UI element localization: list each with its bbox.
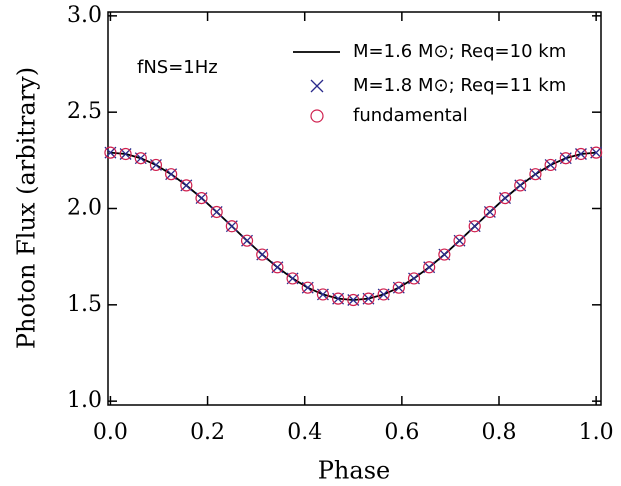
annotation: fNS=1Hz	[137, 57, 218, 78]
circle-marker	[210, 205, 223, 219]
circle-marker	[468, 220, 481, 233]
circle-marker	[377, 288, 390, 301]
y-tick-label: 2.0	[67, 196, 102, 221]
x-tick-label: 0.8	[482, 420, 517, 445]
legend-label: fundamental	[353, 105, 468, 126]
circle-marker	[286, 272, 299, 285]
circle-marker	[423, 261, 436, 274]
circle-marker	[483, 205, 496, 219]
y-tick-label: 1.5	[67, 292, 102, 317]
y-tick-label: 1.0	[67, 388, 102, 413]
circle-marker	[407, 272, 421, 285]
legend-label: M=1.8 M⊙; Req=11 km	[353, 75, 566, 96]
y-tick-label: 2.5	[67, 99, 102, 124]
x-tick-label: 1.0	[579, 420, 614, 445]
x-tick-label: 0.6	[384, 420, 419, 445]
legend-cross	[310, 79, 324, 93]
circle-marker	[332, 292, 345, 305]
circle-marker	[362, 292, 375, 305]
y-tick-label: 3.0	[67, 3, 102, 28]
circle-marker	[392, 281, 405, 294]
circle-marker	[149, 158, 163, 172]
circle-marker	[180, 179, 193, 192]
circle-marker	[544, 158, 557, 172]
circle-marker	[498, 191, 512, 205]
circle-marker	[256, 248, 269, 261]
line-series	[110, 151, 597, 301]
circle-marker	[347, 293, 360, 307]
circle-marker	[195, 191, 208, 205]
circle-marker	[225, 220, 238, 233]
x-tick-label: 0.4	[287, 420, 322, 445]
circle-marker	[240, 234, 254, 247]
circle-marker	[301, 281, 314, 294]
circle-marker	[574, 147, 588, 161]
circle-marker	[119, 147, 132, 161]
legend-label: M=1.6 M⊙; Req=10 km	[353, 41, 566, 62]
x-tick-label: 0.2	[190, 420, 225, 445]
circle-marker	[165, 168, 178, 181]
legend-circle	[310, 109, 324, 123]
circle-marker	[134, 152, 147, 165]
circle-marker	[438, 248, 451, 261]
circle-marker	[514, 179, 527, 192]
circle-marker	[453, 234, 466, 247]
x-axis-label: Phase	[318, 457, 390, 485]
circle-marker	[316, 288, 330, 301]
circle-marker	[559, 152, 572, 165]
y-axis-label: Photon Flux (arbitrary)	[13, 67, 41, 349]
circle-marker	[590, 146, 603, 159]
circle-marker	[104, 146, 117, 159]
circle-marker	[271, 261, 284, 274]
x-tick-label: 0.0	[93, 420, 128, 445]
circle-marker	[529, 168, 542, 181]
